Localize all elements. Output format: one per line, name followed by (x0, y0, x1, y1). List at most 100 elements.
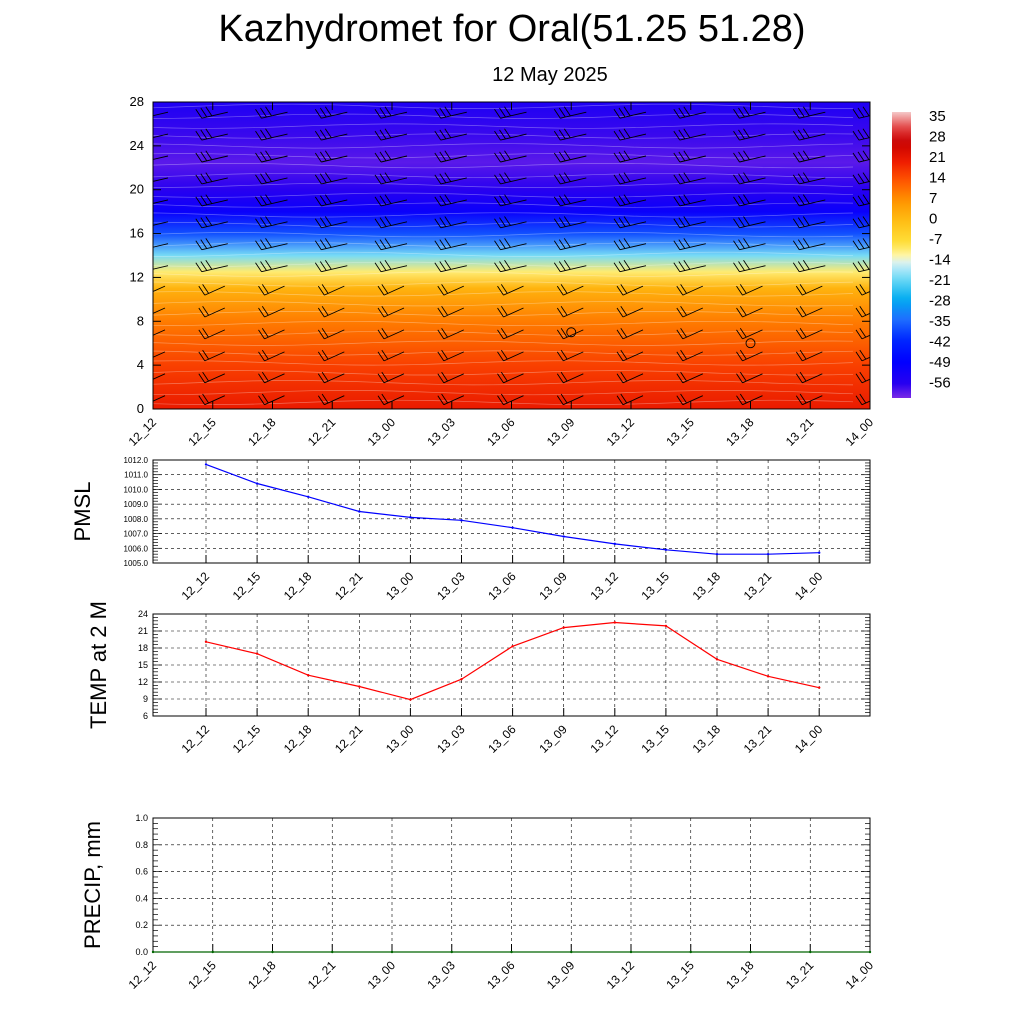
wind-barb (855, 349, 870, 362)
wind-barb (792, 194, 826, 207)
wind-barb (616, 371, 644, 384)
wind-barb (198, 284, 225, 296)
x-tick-label: 13_09 (544, 415, 578, 449)
temp-data-point (409, 698, 412, 701)
temp-panel: 24 21 18 15 12 9 6 12_12 12_15 12_18 12_21 13_00 13_… (86, 601, 871, 756)
x-tick-label: 13_06 (484, 958, 518, 992)
wind-barb (733, 216, 766, 229)
temp-data-point (460, 677, 463, 681)
wind-barb (377, 371, 405, 384)
wind-barb (258, 284, 285, 296)
y-tick-label: 1005.0 (124, 559, 149, 568)
wind-barb (494, 194, 527, 207)
wind-barb (795, 349, 823, 362)
wind-barb (553, 128, 587, 141)
temp-data-point (818, 686, 821, 689)
wind-barb (852, 194, 870, 207)
wind-barb (733, 194, 766, 207)
wind-barb (434, 106, 467, 119)
wind-barb (733, 106, 766, 119)
x-tick-label: 12_21 (332, 722, 366, 756)
wind-barb (198, 349, 225, 362)
precip-ylabel: PRECIP, mm (80, 821, 105, 949)
wind-barb (153, 177, 169, 182)
wind-barb (553, 216, 587, 229)
wind-barb (852, 216, 870, 229)
precip-data-point (271, 950, 274, 954)
x-tick-label: 13_06 (485, 722, 519, 756)
contour-lines (153, 103, 854, 405)
wind-barb (676, 284, 703, 296)
precip-data-point (570, 950, 573, 954)
colorbar-label: 21 (929, 149, 946, 166)
x-tick-label: 13_09 (536, 569, 570, 603)
wind-barb (314, 194, 348, 207)
wind-barb (556, 393, 584, 406)
colorbar-label: 7 (929, 190, 937, 207)
wind-barb (195, 194, 228, 207)
wind-barb (314, 106, 348, 119)
wind-barb (613, 150, 647, 163)
temp-data-point (204, 640, 208, 643)
pmsl-panel: 1012.0 1011.0 1010.0 1009.0 1008.0 1007.0 1006… (70, 456, 871, 603)
wind-barb (314, 238, 348, 251)
wind-barb (377, 306, 405, 318)
wind-barb (556, 327, 584, 340)
x-tick-label: 14_00 (792, 569, 826, 603)
y-tick-label: 9 (143, 694, 148, 704)
wind-barb (437, 393, 464, 406)
colorbar-label: -7 (929, 231, 942, 248)
x-tick-label: 12_12 (126, 415, 160, 449)
wind-barb (195, 238, 228, 251)
wind-barb (198, 393, 225, 406)
pmsl-ylabel: PMSL (70, 482, 95, 542)
x-tick-label: 13_09 (536, 722, 570, 756)
wind-barb (673, 194, 706, 207)
wind-barb (434, 172, 467, 185)
pmsl-data-point (715, 552, 719, 556)
colorbar-label: -35 (929, 313, 951, 330)
x-tick-label: 14_00 (843, 958, 877, 992)
wind-barb (153, 243, 169, 248)
wind-barb (792, 172, 826, 185)
wind-barb (314, 150, 348, 163)
x-tick-label: 13_09 (544, 958, 578, 992)
contour-line (153, 301, 854, 307)
wind-barb (616, 284, 644, 296)
y-tick-label: 18 (138, 643, 148, 653)
x-tick-label: 13_00 (383, 722, 417, 756)
wind-barb (852, 150, 870, 163)
x-tick-label: 12_18 (281, 722, 315, 756)
wind-barb (497, 306, 524, 318)
wind-barb (852, 106, 870, 119)
pmsl-data-point (766, 552, 770, 556)
wind-barb (437, 284, 464, 296)
wind-barb (374, 194, 408, 207)
wind-barb (736, 371, 763, 384)
wind-barb (153, 351, 166, 358)
wind-barb (733, 238, 766, 251)
wind-barb (613, 216, 647, 229)
contour-line (153, 271, 854, 277)
wind-barb (613, 128, 647, 141)
wind-barb (255, 128, 288, 141)
wind-barb (616, 306, 644, 318)
wind-barb (153, 199, 169, 204)
wind-barb (673, 172, 706, 185)
x-tick-label: 12_15 (185, 415, 219, 449)
x-tick-label: 12_12 (126, 958, 160, 992)
wind-barb (676, 371, 703, 384)
wind-barb (613, 106, 647, 119)
wind-barb (494, 172, 527, 185)
x-tick-label: 14_00 (843, 415, 877, 449)
wind-barb (795, 284, 823, 296)
contour-line (153, 202, 854, 208)
temp-data-point (766, 675, 770, 678)
pmsl-data-point (818, 551, 821, 554)
wind-barb (676, 327, 703, 340)
wind-barb (255, 106, 288, 119)
contour-line (153, 399, 854, 405)
wind-barb (494, 128, 527, 141)
wind-barb (317, 306, 345, 318)
wind-barb (434, 150, 467, 163)
